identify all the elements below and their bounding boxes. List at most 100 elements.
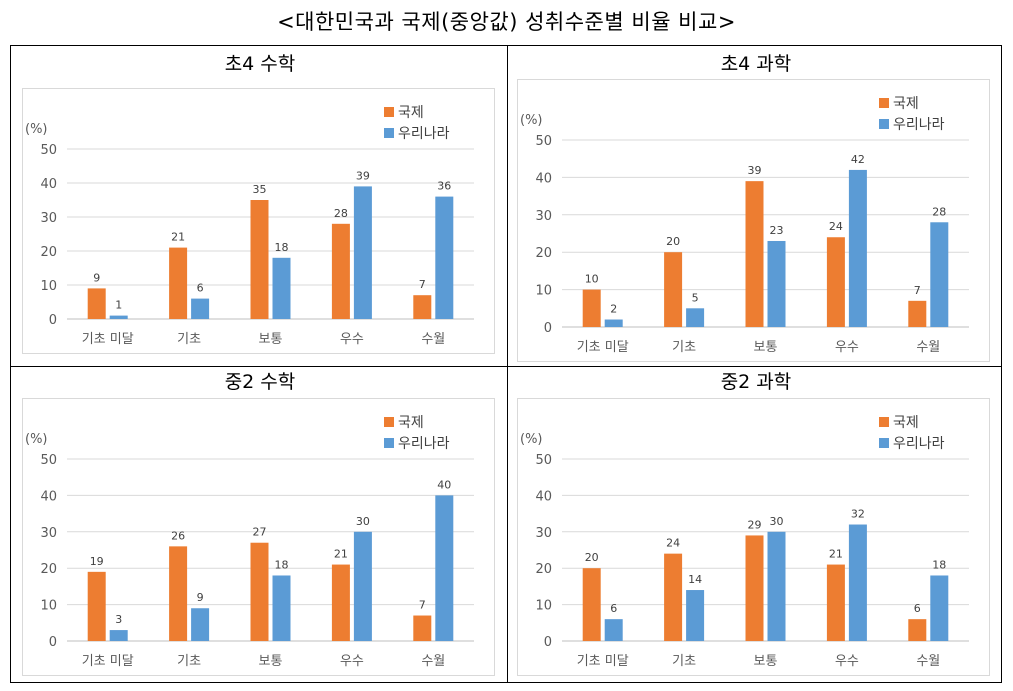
data-label: 3 xyxy=(115,613,122,626)
bar-korea xyxy=(604,619,623,641)
data-label: 2 xyxy=(610,303,617,316)
y-tick-label: 30 xyxy=(40,526,57,541)
bar-korea xyxy=(435,495,454,641)
data-label: 27 xyxy=(253,526,267,539)
data-label: 24 xyxy=(666,537,680,550)
bar-korea xyxy=(930,222,949,327)
data-label: 9 xyxy=(197,591,204,604)
panel-title-grade8-math: 중2 수학 xyxy=(224,371,296,393)
y-tick-label: 20 xyxy=(40,245,57,260)
x-tick-label: 기초 미달 xyxy=(577,654,629,669)
data-label: 19 xyxy=(90,555,104,568)
data-label: 21 xyxy=(829,548,843,561)
y-tick-label: 10 xyxy=(40,599,57,614)
bar-international xyxy=(250,542,269,641)
x-tick-label: 우수 xyxy=(835,340,859,355)
bar-korea xyxy=(848,169,867,327)
legend-swatch-korea xyxy=(384,438,394,448)
data-label: 14 xyxy=(688,573,702,586)
page-title: <대한민국과 국제(중앙값) 성취수준별 비율 비교> xyxy=(277,10,736,34)
data-label: 36 xyxy=(437,180,451,193)
bar-korea xyxy=(191,298,210,319)
bar-international xyxy=(582,568,601,641)
bar-international xyxy=(413,295,432,319)
y-tick-label: 50 xyxy=(40,453,57,468)
data-label: 39 xyxy=(748,164,762,177)
bar-korea xyxy=(604,319,623,327)
bar-international xyxy=(908,619,927,641)
x-tick-label: 수월 xyxy=(421,332,445,347)
data-label: 1 xyxy=(115,299,122,312)
x-tick-label: 보통 xyxy=(754,654,778,669)
bar-international xyxy=(745,181,764,327)
legend-swatch-korea xyxy=(879,119,889,129)
data-label: 21 xyxy=(334,548,348,561)
data-label: 28 xyxy=(932,205,946,218)
x-tick-label: 보통 xyxy=(259,654,283,669)
bar-korea xyxy=(686,308,705,327)
x-tick-label: 우수 xyxy=(340,332,364,347)
data-label: 39 xyxy=(356,169,370,182)
data-label: 30 xyxy=(770,515,784,528)
data-label: 7 xyxy=(419,278,426,291)
y-tick-label: 40 xyxy=(535,171,552,186)
data-label: 18 xyxy=(275,241,289,254)
data-label: 6 xyxy=(914,602,921,615)
legend-swatch-international xyxy=(384,107,394,117)
legend-label: 우리나라 xyxy=(398,436,450,452)
y-tick-label: 20 xyxy=(535,562,552,577)
bar-korea xyxy=(353,186,372,319)
y-tick-label: 40 xyxy=(40,489,57,504)
data-label: 30 xyxy=(356,515,370,528)
x-tick-label: 수월 xyxy=(421,654,445,669)
bar-international xyxy=(826,237,845,327)
bar-international xyxy=(582,289,601,327)
data-label: 10 xyxy=(585,273,599,286)
chart-grade4-math: 0 10 20 30 40 50 (%) 9 1 기초 미달 21 6 기초 35 18 보통 28 39 우수 7 3… xyxy=(22,88,495,354)
bar-korea xyxy=(109,630,128,641)
y-tick-label: 10 xyxy=(535,284,552,299)
bar-korea xyxy=(272,575,291,641)
y-axis-label: (%) xyxy=(520,113,543,128)
x-tick-label: 보통 xyxy=(259,332,283,347)
y-tick-label: 20 xyxy=(535,246,552,261)
y-axis-label: (%) xyxy=(25,432,48,447)
data-label: 23 xyxy=(770,224,784,237)
data-label: 26 xyxy=(171,529,185,542)
panel-title-grade4-science: 초4 과학 xyxy=(720,53,792,75)
x-tick-label: 기초 xyxy=(177,332,201,347)
y-tick-label: 40 xyxy=(40,177,57,192)
data-label: 24 xyxy=(829,220,843,233)
bar-international xyxy=(908,300,927,327)
bar-international xyxy=(826,564,845,641)
legend-swatch-korea xyxy=(384,128,394,138)
y-tick-label: 0 xyxy=(544,635,552,650)
y-tick-label: 50 xyxy=(535,453,552,468)
y-tick-label: 50 xyxy=(535,134,552,149)
data-label: 18 xyxy=(932,558,946,571)
data-label: 7 xyxy=(419,599,426,612)
panel-title-grade4-math: 초4 수학 xyxy=(224,53,296,75)
bar-korea xyxy=(272,257,291,319)
data-label: 6 xyxy=(610,602,617,615)
chart-grade8-science: 0 10 20 30 40 50 (%) 20 6 기초 미달 24 14 기초 29 30 보통 21 32 우수… xyxy=(517,398,990,676)
data-label: 5 xyxy=(692,291,699,304)
panel-title-grade8-science: 중2 과학 xyxy=(720,371,792,393)
x-tick-label: 보통 xyxy=(754,340,778,355)
bar-korea xyxy=(848,524,867,641)
grid-divider-horizontal xyxy=(11,366,1001,367)
legend-label: 국제 xyxy=(398,105,424,121)
y-tick-label: 0 xyxy=(49,635,57,650)
grid-divider-vertical xyxy=(507,46,508,682)
data-label: 20 xyxy=(585,551,599,564)
data-label: 20 xyxy=(666,235,680,248)
legend-swatch-international xyxy=(879,98,889,108)
bar-korea xyxy=(191,608,210,641)
bar-international xyxy=(87,288,106,319)
bar-international xyxy=(331,223,350,319)
x-tick-label: 기초 xyxy=(672,654,696,669)
bar-korea xyxy=(109,315,128,319)
legend-label: 우리나라 xyxy=(893,117,945,133)
x-tick-label: 수월 xyxy=(916,654,940,669)
y-axis-label: (%) xyxy=(25,122,48,137)
